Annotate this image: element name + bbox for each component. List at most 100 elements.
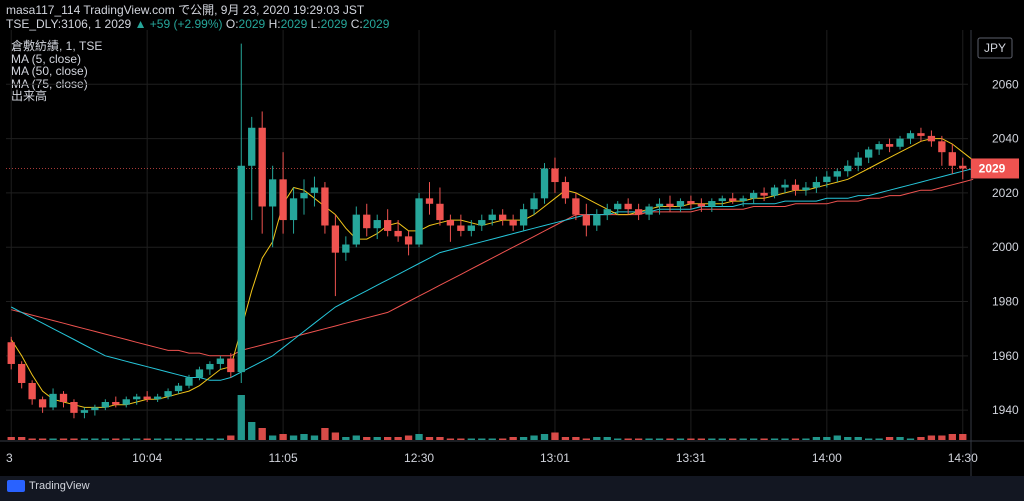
y-tick-label: 1980: [992, 295, 1019, 309]
volume-bar: [49, 438, 57, 440]
legend-volume[interactable]: 出来高: [11, 89, 48, 103]
volume-bar: [206, 438, 214, 440]
candle-body: [321, 187, 329, 226]
legend-ma50[interactable]: MA (50, close): [11, 64, 88, 78]
volume-bar: [634, 438, 643, 440]
volume-bar: [153, 438, 162, 440]
candle-body: [875, 144, 883, 150]
legend-title[interactable]: 倉敷紡績, 1, TSE: [11, 39, 103, 53]
x-tick-label: 3: [6, 451, 13, 465]
volume-bar: [582, 438, 590, 440]
volume-bar: [865, 438, 873, 440]
volume-bar: [572, 437, 580, 440]
volume-bar: [237, 395, 245, 440]
volume-bar: [258, 428, 266, 440]
y-tick-label: 1960: [992, 349, 1019, 363]
close-value: 2029: [362, 17, 390, 31]
volume-bar: [185, 438, 193, 440]
candle-body: [833, 171, 841, 177]
candle-body: [425, 198, 434, 204]
candle-body: [519, 209, 528, 226]
volume-bar: [624, 438, 632, 440]
candle-body: [959, 165, 967, 169]
volume-bar: [404, 435, 413, 440]
x-tick-label: 13:31: [676, 451, 706, 465]
indicator-legend: 倉敷紡績, 1, TSE MA (5, close) MA (50, close…: [11, 40, 102, 103]
candle-body: [666, 203, 674, 207]
volume-bar: [227, 435, 235, 440]
candle-body: [885, 144, 894, 147]
volume-bar: [363, 437, 371, 440]
x-tick-label: 13:01: [540, 451, 570, 465]
candle-body: [112, 401, 120, 405]
candle-body: [248, 127, 256, 166]
candle-body: [739, 198, 747, 202]
candle-body: [91, 407, 99, 411]
volume-bar: [289, 435, 298, 440]
volume-bar: [174, 438, 183, 440]
candle-body: [917, 133, 925, 136]
candle-body: [530, 198, 538, 210]
price-label-box: [971, 158, 1019, 179]
price-label-text: 2029: [979, 161, 1006, 175]
change-text: ▲ +59 (+2.99%): [134, 17, 223, 31]
volume-bar: [248, 422, 256, 440]
candle-body: [708, 201, 716, 207]
candle-body: [268, 179, 277, 207]
ma50-line: [10, 168, 974, 381]
volume-bar: [687, 438, 695, 440]
candle-body: [488, 214, 496, 221]
candle-body: [791, 184, 800, 191]
volume-bar: [530, 435, 538, 440]
price-chart[interactable]: 1940 1960 1980 2000 2020 2040 2060 3 10:04 11:05 1…: [0, 0, 1024, 476]
volume-bar: [729, 438, 737, 440]
tradingview-logo[interactable]: TradingView: [7, 480, 90, 492]
candle-body: [802, 187, 810, 191]
candle-body: [133, 396, 141, 400]
candle-body: [624, 203, 632, 210]
volume-bar: [561, 437, 570, 440]
candle-body: [561, 182, 570, 199]
candle-body: [18, 363, 26, 383]
candle-body: [352, 214, 360, 245]
candle-body: [446, 220, 455, 226]
candle-body: [760, 192, 768, 196]
volume-bar: [373, 437, 381, 440]
volume-bar: [18, 437, 26, 440]
candle-body: [38, 399, 47, 408]
publish-info: masa117_114 TradingView.com で公開, 9月 23, …: [6, 3, 365, 17]
volume-bar: [59, 438, 68, 440]
candle-body: [237, 165, 245, 373]
footer-bar: [0, 476, 1024, 501]
currency-button-label[interactable]: JPY: [984, 41, 1006, 55]
volume-bar: [927, 435, 936, 440]
volume-bar: [697, 438, 706, 440]
candle-body: [331, 225, 340, 253]
candle-body: [540, 168, 549, 199]
candle-body: [770, 187, 779, 196]
volume-bar: [499, 438, 507, 440]
tradingview-mark-icon: [7, 480, 25, 492]
legend-ma75[interactable]: MA (75, close): [11, 76, 88, 91]
candle-body: [258, 127, 266, 207]
currency-button[interactable]: [977, 37, 1013, 59]
candle-body: [812, 182, 821, 188]
candle-body: [80, 410, 89, 413]
candle-body: [59, 393, 68, 402]
candle-body: [948, 152, 956, 166]
volume-bar: [425, 437, 434, 440]
volume-bar: [906, 438, 915, 440]
candle-body: [143, 396, 151, 400]
volume-bar: [655, 438, 664, 440]
volume-bar: [812, 437, 821, 440]
candle-body: [844, 165, 852, 172]
y-tick-label: 2060: [992, 77, 1019, 91]
candle-body: [655, 203, 664, 207]
volume-bar: [91, 438, 99, 440]
candle-body: [227, 358, 235, 373]
y-tick-label: 1940: [992, 403, 1019, 417]
candle-body: [300, 192, 308, 199]
legend-ma5[interactable]: MA (5, close): [11, 51, 82, 66]
volume-bar: [436, 437, 444, 440]
volume-bar: [394, 437, 402, 440]
